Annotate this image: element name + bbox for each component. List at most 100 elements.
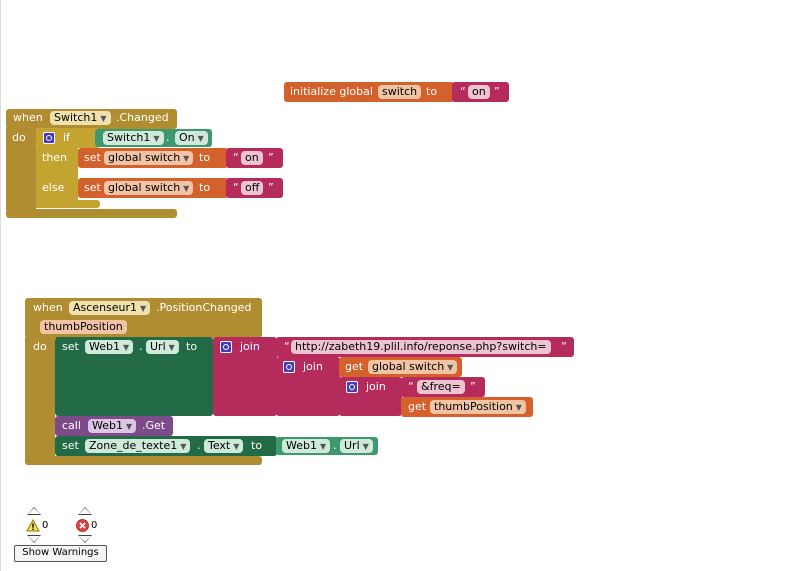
quote-close: ” — [268, 181, 274, 194]
join-label: join — [366, 380, 386, 393]
chevron-down-icon: ▼ — [122, 343, 130, 352]
if-block-rail — [36, 147, 78, 208]
set2-component-dropdown[interactable]: Zone_de_texte1 ▼ — [85, 439, 191, 453]
mutator-gear-icon[interactable] — [283, 361, 295, 373]
cond-property-name: On — [179, 131, 195, 144]
chevron-down-icon: ▼ — [447, 363, 454, 372]
call-method-label: .Get — [142, 419, 166, 432]
set-var-name: global switch — [108, 181, 181, 194]
set2-property-dropdown[interactable]: Text ▼ — [204, 439, 244, 453]
event-left-rail — [6, 128, 36, 210]
warning-count: 0 — [42, 520, 49, 531]
show-warnings-button[interactable]: Show Warnings — [14, 545, 107, 562]
quote-open: “ — [408, 380, 414, 393]
chevron-down-icon: ▼ — [100, 114, 107, 123]
set-label: set — [84, 151, 101, 164]
set-component-dropdown[interactable]: Web1 ▼ — [85, 340, 134, 354]
init-text-value[interactable]: on — [468, 85, 490, 99]
error-icon — [76, 519, 89, 532]
freq-text-value[interactable]: &freq= — [417, 380, 465, 394]
chevron-down-icon: ▼ — [140, 304, 147, 313]
getter-property-dropdown[interactable]: Url ▼ — [340, 439, 373, 453]
quote-open: “ — [233, 151, 239, 164]
cond-component-dropdown[interactable]: Switch1 ▼ — [103, 131, 164, 145]
set-web1-url-block[interactable] — [55, 337, 213, 416]
when-label: when — [13, 111, 43, 124]
dot-separator: . — [166, 131, 170, 144]
chevron-down-icon: ▼ — [125, 422, 133, 431]
chevron-down-icon: ▼ — [180, 442, 187, 451]
chevron-down-icon: ▼ — [515, 403, 522, 412]
get-thumb-dropdown[interactable]: thumbPosition ▼ — [430, 400, 526, 414]
init-to-label: to — [426, 85, 438, 98]
getter-component-name: Web1 — [286, 439, 317, 452]
cond-property-dropdown[interactable]: On ▼ — [175, 131, 208, 145]
get-var-name: global switch — [372, 360, 445, 373]
call-component-dropdown[interactable]: Web1 ▼ — [88, 419, 137, 433]
ascenseur1-component-dropdown[interactable]: Ascenseur1 ▼ — [69, 301, 151, 315]
error-next-arrow-icon[interactable] — [78, 535, 92, 543]
text-off-value[interactable]: off — [241, 181, 264, 195]
dot-separator: . — [333, 439, 337, 452]
mutator-gear-icon[interactable] — [43, 132, 55, 144]
set2-component-name: Zone_de_texte1 — [89, 439, 178, 452]
chevron-down-icon: ▼ — [183, 154, 190, 163]
do-label: do — [12, 131, 26, 144]
quote-open: “ — [460, 85, 466, 98]
get-thumb-name: thumbPosition — [434, 400, 513, 413]
do-label: do — [33, 340, 47, 353]
text-on-value[interactable]: on — [241, 151, 263, 165]
set-label: set — [62, 340, 79, 353]
set-label: set — [62, 439, 79, 452]
get-var-dropdown[interactable]: global switch ▼ — [368, 360, 458, 374]
set-property-dropdown[interactable]: Url ▼ — [146, 340, 179, 354]
event-name-label: .PositionChanged — [156, 301, 252, 314]
getter-component-dropdown[interactable]: Web1 ▼ — [282, 439, 331, 453]
chevron-down-icon: ▼ — [168, 343, 175, 352]
set-label: set — [84, 181, 101, 194]
switch1-component-dropdown[interactable]: Switch1 ▼ — [50, 111, 111, 125]
cond-component-name: Switch1 — [107, 131, 151, 144]
if-block-footer — [36, 200, 100, 208]
dot-separator: . — [197, 439, 201, 452]
url-text-value[interactable]: http://zabeth19.plil.info/reponse.php?sw… — [291, 340, 551, 354]
join-label: join — [240, 340, 260, 353]
else-label: else — [42, 181, 65, 194]
error-prev-arrow-icon[interactable] — [78, 507, 92, 515]
event-name-label: .Changed — [116, 111, 169, 124]
dot-separator: . — [139, 340, 143, 353]
chevron-down-icon: ▼ — [153, 134, 160, 143]
warning-prev-arrow-icon[interactable] — [27, 507, 41, 515]
chevron-down-icon: ▼ — [319, 442, 327, 451]
set-var-dropdown[interactable]: global switch ▼ — [104, 181, 194, 195]
set-var-dropdown[interactable]: global switch ▼ — [104, 151, 194, 165]
to-label: to — [199, 151, 211, 164]
canvas-edge — [0, 0, 1, 571]
to-label: to — [251, 439, 263, 452]
quote-open: “ — [233, 181, 239, 194]
quote-close: ” — [561, 340, 567, 353]
quote-close: ” — [494, 85, 500, 98]
quote-close: ” — [470, 380, 476, 393]
set-component-name: Web1 — [89, 340, 120, 353]
event-parameter[interactable]: thumbPosition — [40, 320, 127, 334]
event-footer — [25, 456, 262, 465]
mutator-gear-icon[interactable] — [220, 341, 232, 353]
chevron-down-icon: ▼ — [183, 184, 190, 193]
if-label: if — [63, 131, 70, 144]
chevron-down-icon: ▼ — [362, 442, 369, 451]
init-var-name-field[interactable]: switch — [378, 85, 422, 99]
join-label: join — [303, 360, 323, 373]
quote-close: ” — [268, 151, 274, 164]
chevron-down-icon: ▼ — [233, 442, 240, 451]
component-name: Switch1 — [54, 111, 98, 124]
warning-next-arrow-icon[interactable] — [27, 535, 41, 543]
chevron-down-icon: ▼ — [197, 134, 204, 143]
set2-property-name: Text — [208, 439, 231, 452]
init-label: initialize global — [290, 85, 373, 98]
event-footer — [6, 209, 177, 218]
then-label: then — [42, 151, 68, 164]
set-var-name: global switch — [108, 151, 181, 164]
mutator-gear-icon[interactable] — [346, 381, 358, 393]
getter-property-name: Url — [344, 439, 360, 452]
